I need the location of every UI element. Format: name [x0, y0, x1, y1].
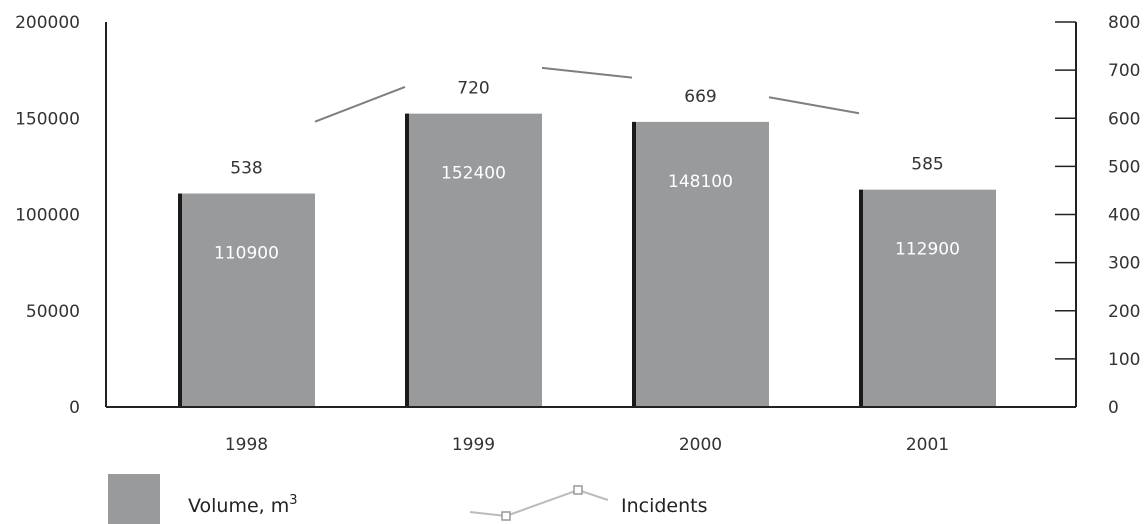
volume-bars [178, 113, 996, 407]
right-axis-ticks: 0 100 200 300 400 500 600 700 800 [1055, 13, 1140, 418]
right-tick-label: 400 [1108, 206, 1140, 226]
right-tick-label: 800 [1108, 13, 1140, 33]
right-tick-label: 500 [1108, 157, 1140, 177]
volume-data-label: 110900 [214, 244, 279, 264]
right-tick-label: 600 [1108, 109, 1140, 129]
volume-bar [178, 193, 315, 407]
category-label: 2001 [906, 435, 949, 455]
right-tick-label: 700 [1108, 61, 1140, 81]
incidents-line-segment [541, 66, 633, 79]
incidents-data-label: 585 [911, 155, 943, 175]
volume-bar-edge [859, 189, 863, 407]
left-tick-label: 150000 [15, 109, 80, 129]
category-labels: 1998 1999 2000 2001 [225, 435, 949, 455]
volume-bar-edge [405, 113, 409, 407]
left-tick-label: 200000 [15, 13, 80, 33]
right-tick-label: 300 [1108, 254, 1140, 274]
incidents-line-segment [768, 96, 860, 115]
volume-bar [859, 189, 996, 407]
legend-incidents-label: Incidents [621, 495, 708, 517]
right-tick-label: 200 [1108, 302, 1140, 322]
volume-data-label: 152400 [441, 164, 506, 184]
volume-data-label: 148100 [668, 172, 733, 192]
incidents-data-label: 669 [684, 87, 716, 107]
left-tick-label: 100000 [15, 206, 80, 226]
legend-volume-label: Volume, m3 [188, 493, 298, 517]
volume-data-label: 112900 [895, 240, 960, 260]
left-axis-ticks: 0 50000 100000 150000 200000 [15, 13, 80, 418]
incidents-data-label: 538 [230, 159, 262, 179]
data-labels: 110900 538 152400 720 148100 669 112900 585 [214, 79, 960, 264]
right-tick-label: 100 [1108, 350, 1140, 370]
incidents-data-label: 720 [457, 79, 489, 99]
left-tick-label: 0 [69, 398, 80, 418]
volume-bar-edge [178, 193, 182, 407]
legend-volume-swatch [108, 474, 160, 524]
left-tick-label: 50000 [26, 302, 80, 322]
category-label: 1998 [225, 435, 268, 455]
legend-incidents-marker [501, 511, 511, 521]
right-tick-label: 0 [1108, 398, 1119, 418]
legend: Volume, m3 Incidents [108, 474, 708, 524]
category-label: 1999 [452, 435, 495, 455]
legend-incidents-marker [573, 485, 583, 495]
incidents-line-segment [314, 85, 406, 123]
category-label: 2000 [679, 435, 722, 455]
incidents-line [314, 66, 860, 123]
volume-bar [405, 113, 542, 407]
volume-bar-edge [632, 121, 636, 407]
legend-incidents-line [469, 488, 609, 518]
volume-bar [632, 121, 769, 407]
